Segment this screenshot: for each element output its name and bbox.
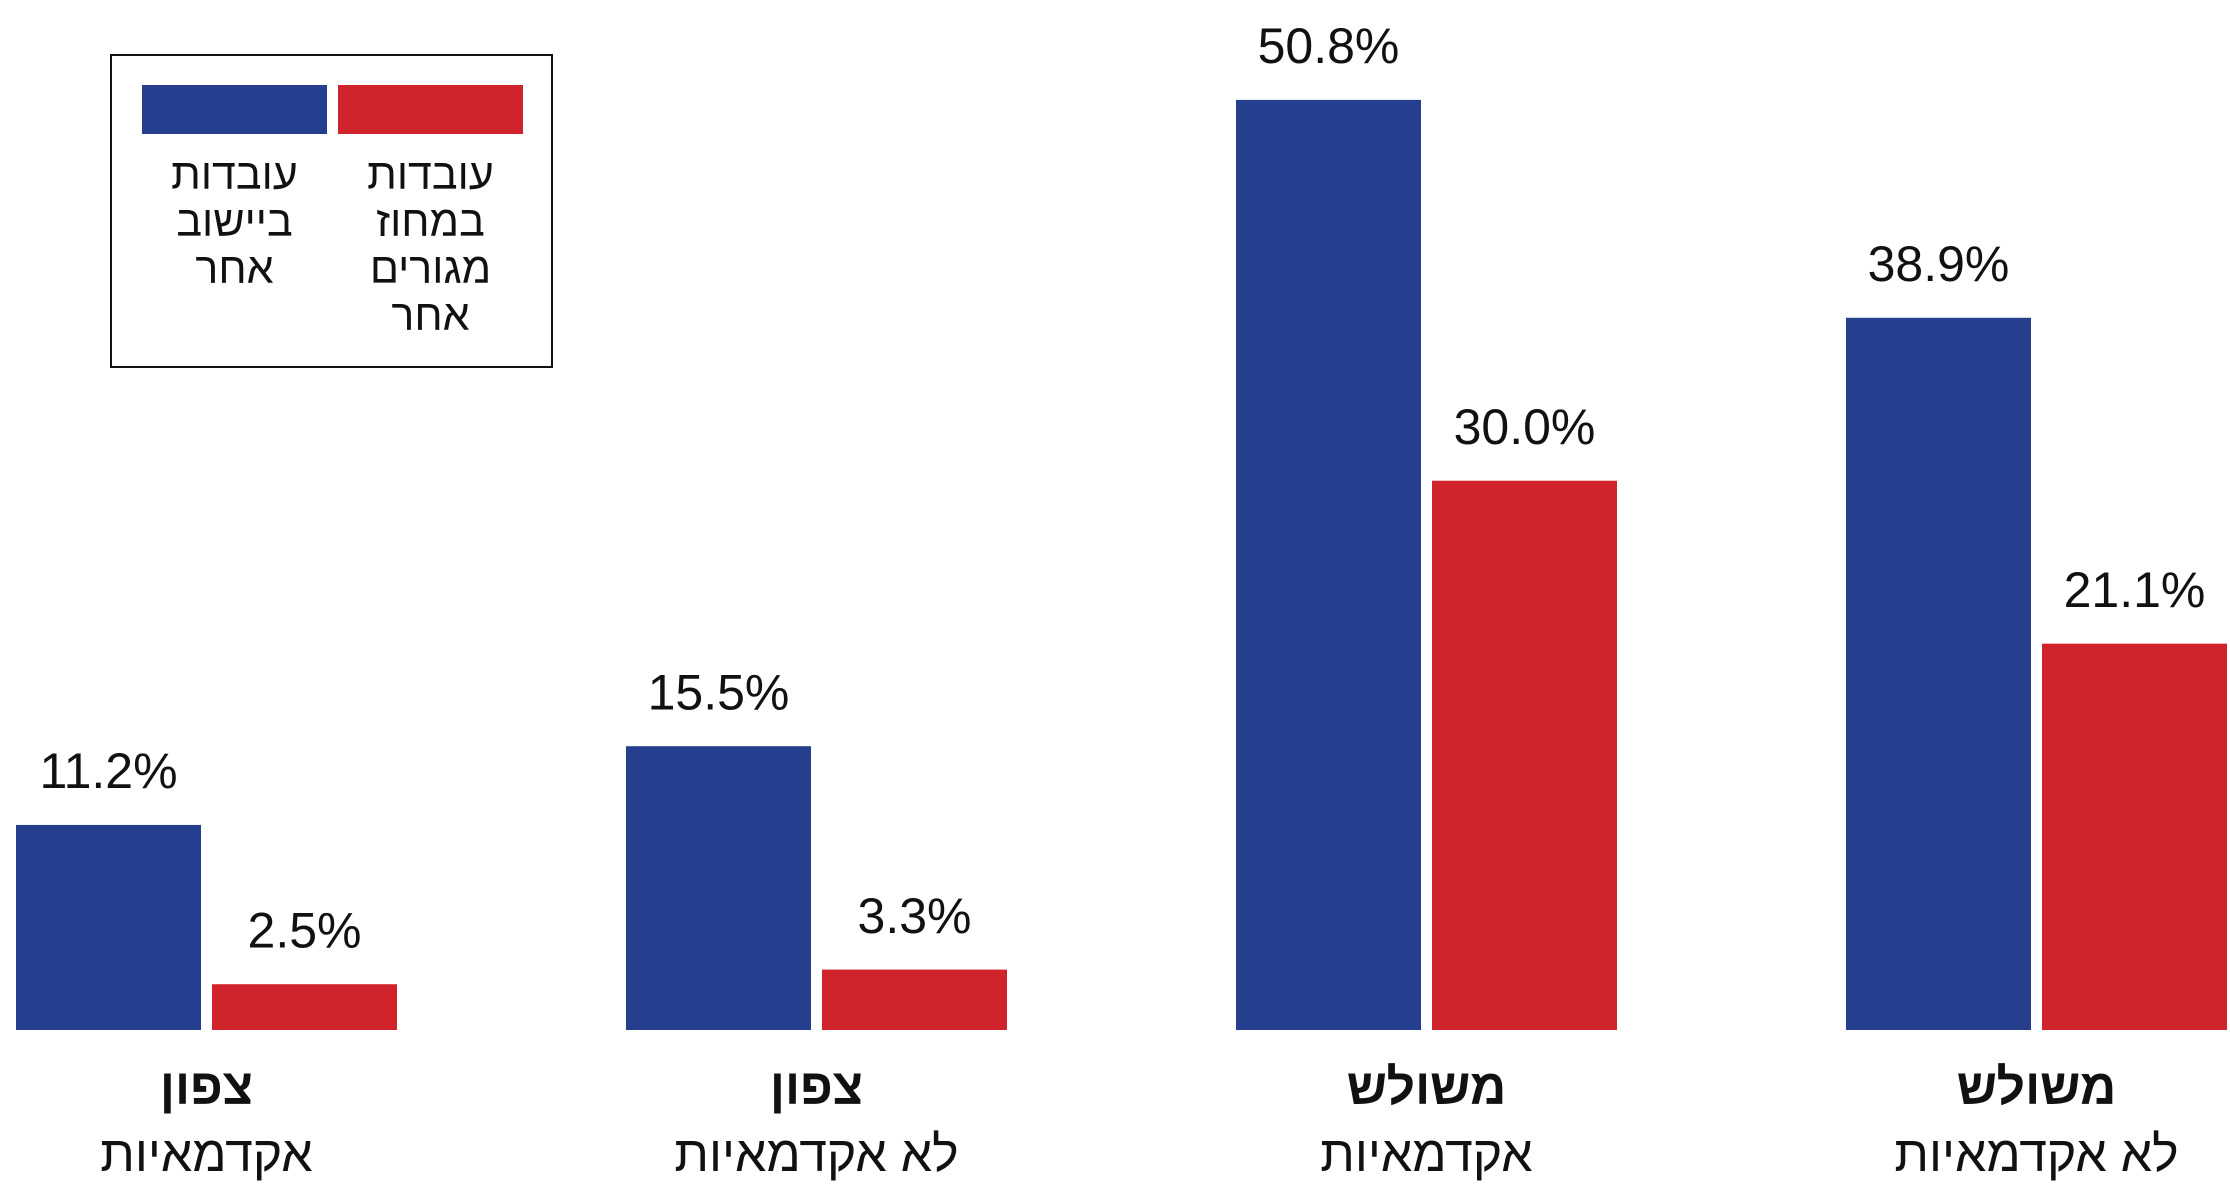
- bar: [1236, 99, 1421, 1030]
- category-label: אקדמאיות: [100, 1126, 312, 1182]
- category-label: צפון: [770, 1059, 863, 1115]
- legend-box: [110, 54, 553, 368]
- value-label: 30.0%: [1454, 399, 1596, 455]
- legend-swatch: [142, 85, 327, 134]
- category-label: לא אקדמאיות: [674, 1126, 958, 1182]
- bar: [16, 824, 201, 1030]
- legend-label: עובדות במחוז מגורים אחר: [367, 151, 494, 340]
- bar: [212, 984, 397, 1030]
- bar: [822, 969, 1007, 1030]
- legend-swatch: [338, 85, 523, 134]
- category-label: משולש: [1347, 1059, 1507, 1115]
- category-label: אקדמאיות: [1320, 1126, 1532, 1182]
- bar: [2042, 643, 2227, 1030]
- bar: [1846, 317, 2031, 1030]
- value-label: 50.8%: [1258, 18, 1400, 74]
- value-label: 11.2%: [39, 743, 177, 799]
- bar: [1432, 480, 1617, 1030]
- value-label: 21.1%: [2064, 562, 2206, 618]
- value-label: 3.3%: [858, 888, 972, 944]
- value-label: 2.5%: [248, 902, 362, 958]
- value-label: 15.5%: [648, 664, 790, 720]
- category-label: לא אקדמאיות: [1894, 1126, 2178, 1182]
- legend-label: עובדות ביישוב אחר: [171, 151, 298, 293]
- value-label: 38.9%: [1868, 236, 2010, 292]
- category-label: צפון: [160, 1059, 253, 1115]
- bar: [626, 746, 811, 1030]
- category-label: משולש: [1957, 1059, 2117, 1115]
